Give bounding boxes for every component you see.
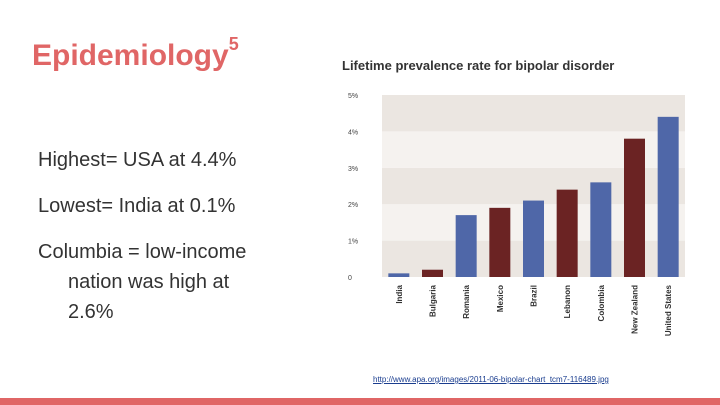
x-tick-label: Romania <box>462 284 471 318</box>
bar-lebanon <box>556 189 578 277</box>
y-tick-label: 3% <box>348 166 358 173</box>
chart-title: Lifetime prevalence rate for bipolar dis… <box>342 58 615 73</box>
bullet-list: Highest= USA at 4.4% Lowest= India at 0.… <box>38 145 308 327</box>
bar-chart: 0 1% 2% 3% 4% 5% India Bulgaria Romania Mexico Bra… <box>348 93 685 336</box>
bar-bulgaria <box>422 269 443 277</box>
y-tick-label: 2% <box>348 202 358 209</box>
bullet-columbia-line1: Columbia = low-income <box>38 241 247 263</box>
bullet-columbia-line3: 2.6% <box>68 301 114 323</box>
y-tick-label: 5% <box>348 93 358 100</box>
bar-romania <box>455 215 477 277</box>
x-tick-label: United States <box>664 284 673 336</box>
x-tick-label: Brazil <box>530 285 539 307</box>
x-tick-label: Bulgaria <box>429 284 438 317</box>
x-tick-label: Lebanon <box>563 285 572 318</box>
bar-brazil <box>523 200 544 277</box>
x-tick-label: India <box>395 284 404 303</box>
x-tick-label: New Zealand <box>631 285 640 334</box>
bullet-lowest: Lowest= India at 0.1% <box>38 195 236 217</box>
bullet-columbia-line2: nation was high at <box>68 271 230 293</box>
y-tick-label: 0 <box>348 275 352 282</box>
bullet-highest: Highest= USA at 4.4% <box>38 149 237 171</box>
x-tick-label: Mexico <box>496 285 505 312</box>
x-tick-label: Colombia <box>597 284 606 321</box>
y-tick-label: 1% <box>348 239 358 246</box>
bottom-accent-bar <box>0 398 720 405</box>
title-footnote: 5 <box>228 34 239 54</box>
bar-india <box>388 273 410 277</box>
source-link[interactable]: http://www.apa.org/images/2011-06-bipola… <box>373 375 609 384</box>
slide-title: Epidemiology5 <box>32 34 239 73</box>
bar-mexico <box>489 207 511 277</box>
bullet-columbia: Columbia = low-income nation was high at… <box>38 237 308 327</box>
bar-new-zealand <box>624 138 645 277</box>
bar-colombia <box>590 182 612 277</box>
slide-title-text: Epidemiology <box>32 39 229 72</box>
y-tick-label: 4% <box>348 129 358 136</box>
bar-united-states <box>657 116 679 277</box>
chart-band <box>382 95 685 132</box>
